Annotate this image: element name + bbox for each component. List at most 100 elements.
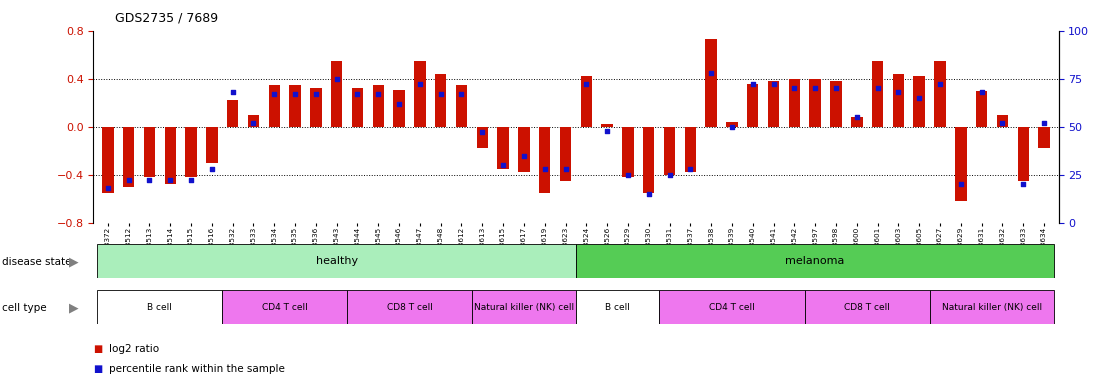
- Bar: [185, 127, 196, 177]
- Point: [140, 177, 158, 184]
- Bar: [726, 122, 737, 127]
- Bar: [331, 61, 342, 127]
- Point: [411, 81, 429, 88]
- Bar: [206, 127, 217, 163]
- Bar: [436, 74, 446, 127]
- Bar: [929, 290, 1054, 324]
- Text: CD8 T cell: CD8 T cell: [386, 303, 432, 312]
- Bar: [976, 91, 987, 127]
- Bar: [559, 127, 572, 181]
- Bar: [768, 81, 779, 127]
- Point: [890, 89, 907, 95]
- Bar: [789, 79, 800, 127]
- Bar: [347, 290, 472, 324]
- Point: [161, 177, 179, 184]
- Text: Natural killer (NK) cell: Natural killer (NK) cell: [474, 303, 574, 312]
- Point: [120, 177, 137, 184]
- Point: [577, 81, 595, 88]
- Text: CD4 T cell: CD4 T cell: [262, 303, 307, 312]
- Text: CD4 T cell: CD4 T cell: [709, 303, 755, 312]
- Bar: [955, 127, 966, 201]
- Point: [349, 91, 366, 97]
- Point: [391, 101, 408, 107]
- Bar: [601, 124, 613, 127]
- Text: percentile rank within the sample: percentile rank within the sample: [109, 364, 284, 374]
- Bar: [893, 74, 904, 127]
- Bar: [1039, 127, 1050, 148]
- Bar: [165, 127, 176, 184]
- Text: melanoma: melanoma: [785, 256, 845, 266]
- Bar: [123, 127, 134, 187]
- Bar: [144, 127, 155, 177]
- Bar: [518, 127, 530, 172]
- Bar: [102, 127, 113, 193]
- Text: cell type: cell type: [2, 303, 47, 313]
- Bar: [290, 85, 301, 127]
- Bar: [455, 85, 467, 127]
- Point: [495, 162, 512, 168]
- Bar: [830, 81, 841, 127]
- Point: [911, 95, 928, 101]
- Bar: [98, 290, 223, 324]
- Bar: [576, 290, 659, 324]
- Bar: [415, 61, 426, 127]
- Bar: [659, 290, 805, 324]
- Point: [99, 185, 116, 191]
- Text: GDS2735 / 7689: GDS2735 / 7689: [115, 12, 218, 25]
- Point: [245, 120, 262, 126]
- Text: ■: ■: [93, 364, 102, 374]
- Bar: [476, 127, 488, 148]
- Point: [328, 76, 346, 82]
- Bar: [227, 100, 238, 127]
- Bar: [580, 76, 592, 127]
- Point: [681, 166, 699, 172]
- Bar: [539, 127, 551, 193]
- Bar: [310, 88, 321, 127]
- Bar: [997, 115, 1008, 127]
- Text: CD8 T cell: CD8 T cell: [845, 303, 890, 312]
- Point: [432, 91, 450, 97]
- Bar: [643, 127, 655, 193]
- Text: ▶: ▶: [69, 302, 79, 315]
- Point: [640, 191, 657, 197]
- Bar: [805, 290, 929, 324]
- Bar: [622, 127, 634, 177]
- Point: [973, 89, 991, 95]
- Point: [598, 127, 615, 134]
- Bar: [1018, 127, 1029, 181]
- Point: [1015, 181, 1032, 187]
- Point: [557, 166, 575, 172]
- Text: log2 ratio: log2 ratio: [109, 344, 159, 354]
- Bar: [373, 85, 384, 127]
- Bar: [851, 117, 862, 127]
- Point: [723, 124, 740, 130]
- Point: [370, 91, 387, 97]
- Bar: [269, 85, 280, 127]
- Bar: [394, 89, 405, 127]
- Bar: [705, 39, 716, 127]
- Point: [806, 85, 824, 91]
- Bar: [664, 127, 676, 175]
- Bar: [685, 127, 697, 172]
- Point: [224, 89, 241, 95]
- Point: [785, 85, 803, 91]
- Point: [869, 85, 886, 91]
- Point: [827, 85, 845, 91]
- Point: [265, 91, 283, 97]
- Bar: [497, 127, 509, 169]
- Point: [1036, 120, 1053, 126]
- Point: [848, 114, 866, 120]
- Text: disease state: disease state: [2, 257, 71, 267]
- Text: ▶: ▶: [69, 255, 79, 268]
- Point: [765, 81, 782, 88]
- Text: healthy: healthy: [316, 256, 358, 266]
- Point: [182, 177, 200, 184]
- Text: B cell: B cell: [606, 303, 630, 312]
- Bar: [914, 76, 925, 127]
- Point: [660, 172, 678, 178]
- Point: [619, 172, 636, 178]
- Point: [286, 91, 304, 97]
- Point: [994, 120, 1011, 126]
- Point: [702, 70, 720, 76]
- Point: [307, 91, 325, 97]
